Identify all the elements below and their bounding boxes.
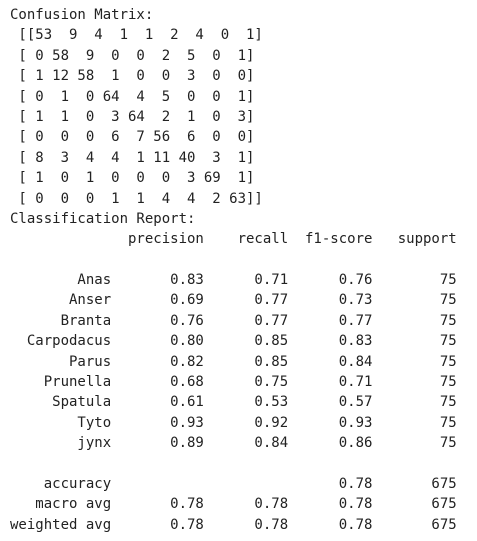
report-row-anser: Anser 0.69 0.77 0.73 75 bbox=[10, 292, 457, 309]
blank-line bbox=[10, 250, 477, 270]
matrix-row-8: [ 1 0 1 0 0 0 3 69 1] bbox=[10, 170, 255, 187]
report-row-macro-avg: macro avg 0.78 0.78 0.78 675 bbox=[10, 496, 457, 513]
report-header-row: precision recall f1-score support bbox=[10, 231, 457, 248]
report-row-jynx: jynx 0.89 0.84 0.86 75 bbox=[10, 435, 457, 452]
report-row-tyto: Tyto 0.93 0.92 0.93 75 bbox=[10, 414, 457, 431]
matrix-row-6: [ 0 0 0 6 7 56 6 0 0] bbox=[10, 129, 255, 146]
report-row-branta: Branta 0.76 0.77 0.77 75 bbox=[10, 312, 457, 329]
output-line-confusion-title: Confusion Matrix: bbox=[10, 7, 154, 23]
report-row-anas: Anas 0.83 0.71 0.76 75 bbox=[10, 272, 457, 289]
report-row-spatula: Spatula 0.61 0.53 0.57 75 bbox=[10, 394, 457, 411]
matrix-row-3: [ 1 12 58 1 0 0 3 0 0] bbox=[10, 68, 255, 85]
matrix-row-4: [ 0 1 0 64 4 5 0 0 1] bbox=[10, 88, 255, 105]
report-row-weighted-avg: weighted avg 0.78 0.78 0.78 675 bbox=[10, 516, 457, 533]
blank-line bbox=[10, 454, 477, 474]
report-row-parus: Parus 0.82 0.85 0.84 75 bbox=[10, 353, 457, 370]
output-line-report-title: Classification Report: bbox=[10, 210, 196, 227]
matrix-row-9: [ 0 0 0 1 1 4 4 2 63]] bbox=[10, 190, 263, 207]
matrix-row-2: [ 0 58 9 0 0 2 5 0 1] bbox=[10, 47, 255, 64]
matrix-row-5: [ 1 1 0 3 64 2 1 0 3] bbox=[10, 108, 255, 125]
report-row-prunella: Prunella 0.68 0.75 0.71 75 bbox=[10, 374, 457, 391]
report-row-accuracy: accuracy 0.78 675 bbox=[10, 475, 457, 492]
matrix-row-1: [[53 9 4 1 1 2 4 0 1] bbox=[10, 27, 263, 44]
matrix-row-7: [ 8 3 4 4 1 11 40 3 1] bbox=[10, 149, 255, 166]
report-row-carpodacus: Carpodacus 0.80 0.85 0.83 75 bbox=[10, 333, 457, 350]
